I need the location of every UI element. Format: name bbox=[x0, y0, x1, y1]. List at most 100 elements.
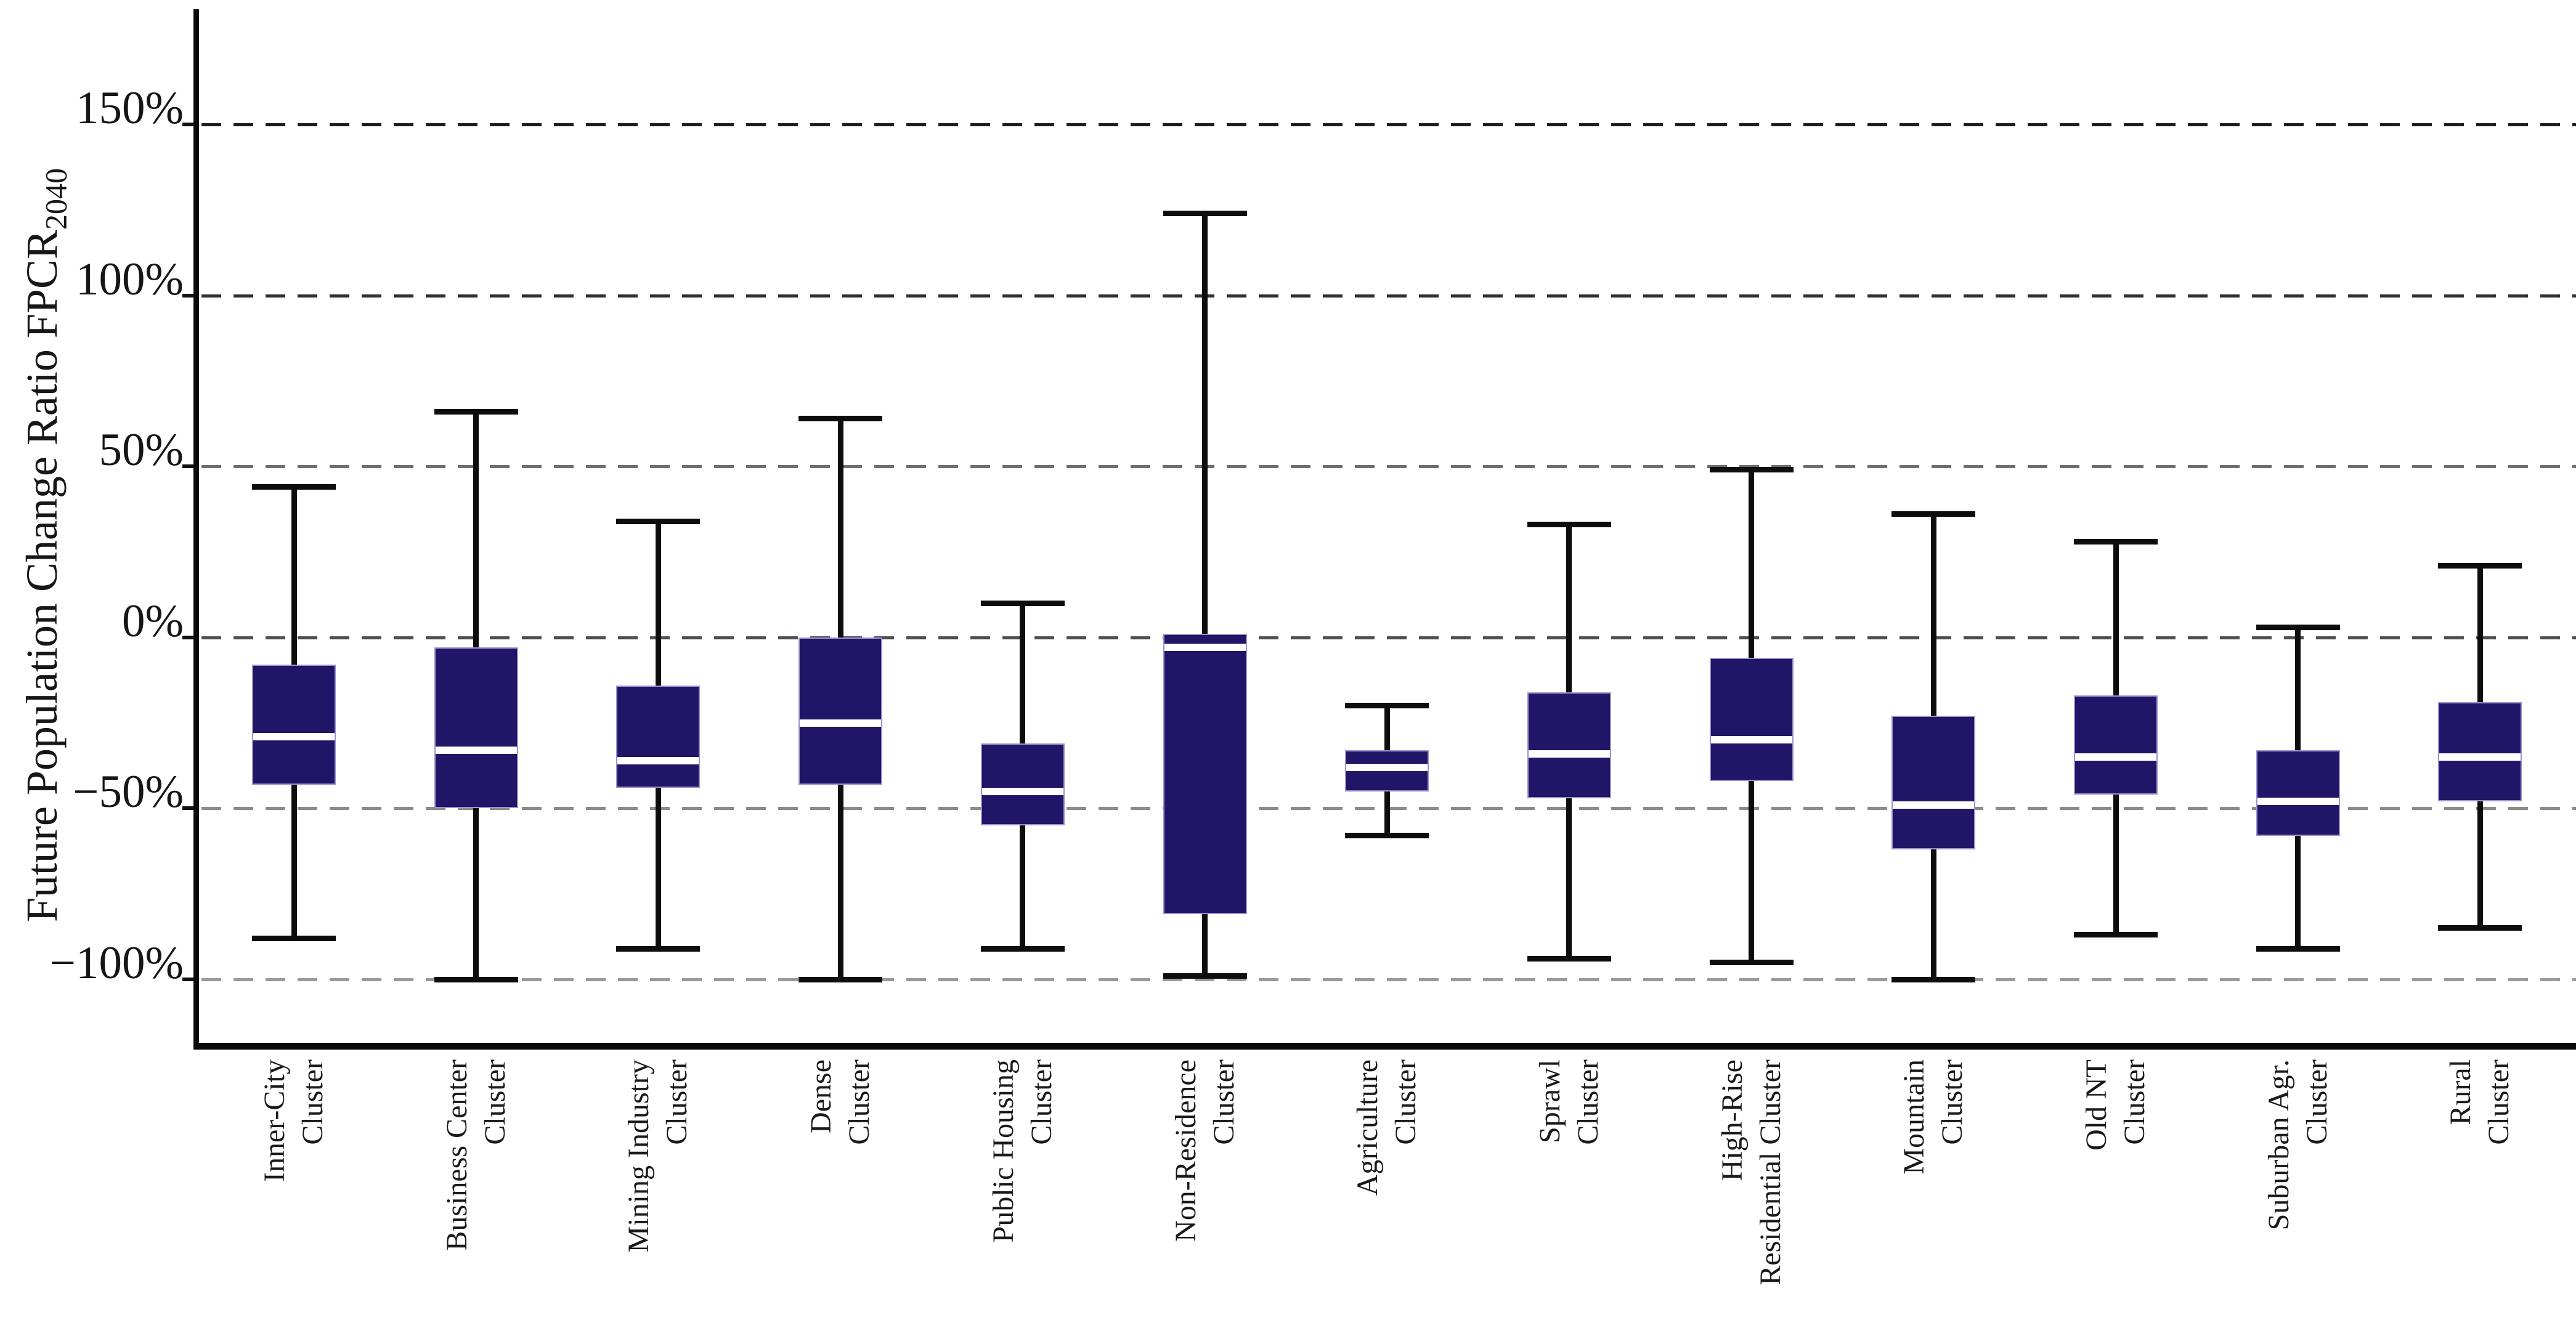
x-category-line2: Cluster bbox=[1571, 1059, 1604, 1145]
whisker-cap-bottom bbox=[2438, 925, 2522, 931]
x-category-label-agriculture-cluster: Agriculture Cluster bbox=[1294, 1059, 1479, 1328]
whisker-cap-top bbox=[980, 600, 1065, 606]
y-tick-mark-100 bbox=[182, 293, 193, 298]
y-tick-mark-50 bbox=[182, 806, 193, 811]
whisker-cap-bottom bbox=[252, 935, 336, 941]
x-category-line1: Sprawl bbox=[1533, 1059, 1566, 1143]
x-category-label-suburban-agr-cluster: Suburban Agr. Cluster bbox=[2206, 1059, 2391, 1328]
x-category-label-sprawl-cluster: Sprawl Cluster bbox=[1477, 1059, 1662, 1328]
x-category-line1: Mining Industry bbox=[622, 1059, 656, 1253]
x-category-line1: Mountain bbox=[1898, 1059, 1931, 1175]
y-tick-mark-0 bbox=[182, 635, 193, 639]
whisker-cap-top bbox=[2074, 538, 2158, 545]
x-category-label-public-housing-cluster: Public Housing Cluster bbox=[930, 1059, 1115, 1328]
median-line bbox=[1528, 750, 1610, 758]
x-category-label-dense-cluster: Dense Cluster bbox=[748, 1059, 933, 1328]
median-line bbox=[1710, 736, 1792, 744]
y-axis-title-subscript: 2040 bbox=[38, 168, 73, 230]
whisker-cap-bottom bbox=[2074, 932, 2158, 938]
whisker-cap-top bbox=[252, 484, 336, 490]
x-category-line1: Old NT bbox=[2080, 1059, 2113, 1151]
x-category-line1: Agriculture bbox=[1351, 1059, 1384, 1196]
x-category-line2: Cluster bbox=[1025, 1059, 1058, 1145]
y-tick-label-150: 150% bbox=[76, 83, 184, 134]
whisker-cap-top bbox=[1709, 467, 1794, 473]
gridline-50 bbox=[201, 465, 2576, 469]
box-iqr bbox=[1891, 716, 1976, 849]
whisker-cap-top bbox=[798, 415, 883, 421]
x-category-line1: High-Rise bbox=[1715, 1059, 1749, 1181]
y-tick-label-50: 50% bbox=[99, 424, 184, 476]
x-category-line2: Cluster bbox=[478, 1059, 511, 1145]
box-iqr bbox=[2256, 750, 2340, 836]
whisker-cap-bottom bbox=[1709, 959, 1794, 965]
x-category-line2: Cluster bbox=[1207, 1059, 1240, 1145]
box-iqr bbox=[434, 647, 518, 809]
y-tick-label-50: −50% bbox=[73, 766, 184, 818]
median-line bbox=[2075, 753, 2156, 761]
whisker-cap-bottom bbox=[1345, 833, 1429, 839]
x-category-line1: Business Center bbox=[440, 1059, 473, 1251]
x-category-line1: Dense bbox=[805, 1059, 838, 1133]
y-axis-title-text: Future Population Change Ratio FPCR bbox=[17, 229, 67, 923]
median-line bbox=[981, 787, 1063, 795]
box-iqr bbox=[1709, 658, 1794, 781]
x-category-label-mining-industry-cluster: Mining Industry Cluster bbox=[566, 1059, 750, 1328]
box-iqr bbox=[1163, 634, 1247, 915]
x-axis-line bbox=[193, 1043, 2576, 1050]
whisker-cap-bottom bbox=[616, 945, 701, 952]
gridline-100 bbox=[201, 294, 2576, 298]
box-iqr bbox=[980, 743, 1065, 826]
box-iqr bbox=[1527, 692, 1611, 798]
y-tick-label-100: −100% bbox=[49, 937, 184, 989]
x-category-line2: Cluster bbox=[2482, 1059, 2516, 1145]
whisker-cap-top bbox=[2256, 624, 2340, 630]
y-tick-label-0: 0% bbox=[122, 595, 184, 647]
whisker-cap-bottom bbox=[434, 976, 518, 982]
x-category-line2: Cluster bbox=[1389, 1059, 1423, 1145]
whisker-cap-bottom bbox=[1891, 976, 1976, 982]
x-category-label-non-residence-cluster: Non-Residence Cluster bbox=[1113, 1059, 1298, 1328]
whisker-cap-bottom bbox=[798, 976, 883, 982]
box-iqr bbox=[2438, 702, 2522, 802]
x-category-line2: Residential Cluster bbox=[1753, 1059, 1787, 1285]
whisker-cap-top bbox=[434, 408, 518, 415]
median-line bbox=[1893, 801, 1975, 809]
x-category-line2: Cluster bbox=[2118, 1059, 2151, 1145]
median-line bbox=[800, 719, 882, 727]
whisker-cap-top bbox=[1527, 522, 1611, 528]
whisker-cap-top bbox=[1163, 210, 1247, 216]
y-tick-label-100: 100% bbox=[76, 253, 184, 305]
median-line bbox=[2257, 798, 2339, 806]
whisker-cap-top bbox=[1345, 703, 1429, 709]
x-category-line1: Non-Residence bbox=[1169, 1059, 1202, 1242]
x-category-label-rural-cluster: Rural Cluster bbox=[2387, 1059, 2572, 1328]
whisker-cap-bottom bbox=[2256, 945, 2340, 952]
x-category-line1: Rural bbox=[2444, 1059, 2477, 1125]
x-category-line1: Public Housing bbox=[986, 1059, 1020, 1243]
median-line bbox=[617, 756, 699, 764]
box-iqr bbox=[252, 665, 336, 785]
y-tick-mark-50 bbox=[182, 464, 193, 469]
box-iqr bbox=[798, 637, 883, 785]
whisker-cap-bottom bbox=[1163, 973, 1247, 979]
whisker-cap-bottom bbox=[1527, 956, 1611, 962]
gridline-0 bbox=[201, 636, 2576, 639]
x-category-label-inner-city-cluster: Inner-City Cluster bbox=[201, 1059, 386, 1328]
x-category-label-high-rise-residential-cluster: High-Rise Residential Cluster bbox=[1659, 1059, 1844, 1328]
median-line bbox=[253, 732, 335, 740]
box-iqr bbox=[2074, 695, 2158, 795]
whisker-cap-top bbox=[2438, 562, 2522, 569]
x-category-line2: Cluster bbox=[1936, 1059, 1969, 1145]
whisker-cap-top bbox=[616, 518, 701, 524]
gridline-150 bbox=[201, 123, 2576, 126]
whisker-cap-top bbox=[1891, 511, 1976, 517]
y-tick-mark-100 bbox=[182, 978, 193, 981]
median-line bbox=[435, 747, 517, 755]
y-axis-title: Future Population Change Ratio FPCR2040 bbox=[10, 83, 74, 1007]
median-line bbox=[1164, 644, 1246, 652]
median-line bbox=[1346, 763, 1428, 771]
x-category-label-old-nt-cluster: Old NT Cluster bbox=[2023, 1059, 2208, 1328]
x-category-line2: Cluster bbox=[660, 1059, 694, 1145]
x-category-label-business-center-cluster: Business Center Cluster bbox=[384, 1059, 569, 1328]
